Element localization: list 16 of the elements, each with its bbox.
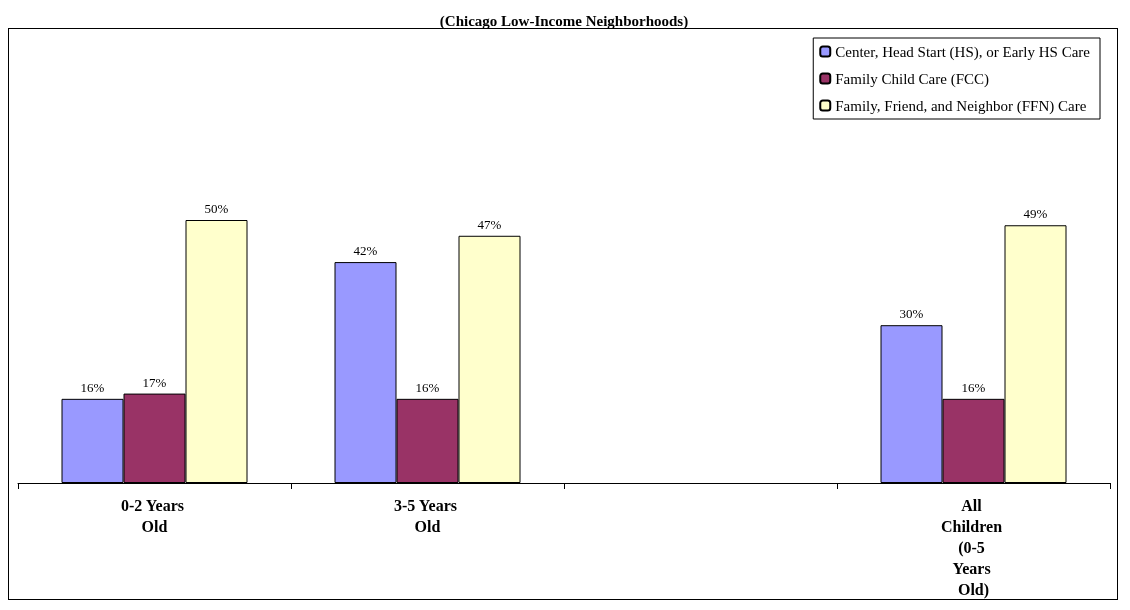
data-label: 16% (415, 379, 440, 395)
data-label: 50% (204, 201, 229, 216)
data-label: 49% (1023, 206, 1048, 222)
data-label: 16% (80, 379, 105, 395)
legend-label: Family, Friend, and Neighbor (FFN) Care (835, 97, 1087, 115)
chart-title: (Chicago Low-Income Neighborhoods) (439, 12, 689, 30)
legend-label: Center, Head Start (HS), or Early HS Care (835, 43, 1091, 61)
data-label: 30% (899, 306, 924, 322)
data-label: 47% (477, 216, 502, 232)
data-label: 16% (961, 379, 986, 395)
x-tick-label: 3-5 Years Old (394, 497, 461, 535)
data-label: 17% (142, 374, 167, 390)
data-label: 42% (353, 243, 378, 259)
x-tick-label: 0-2 Years Old (121, 497, 188, 535)
x-tick-label: All Children (0-5 Years Old) (940, 497, 1007, 599)
legend-label: Family Child Care (FCC) (835, 70, 990, 88)
